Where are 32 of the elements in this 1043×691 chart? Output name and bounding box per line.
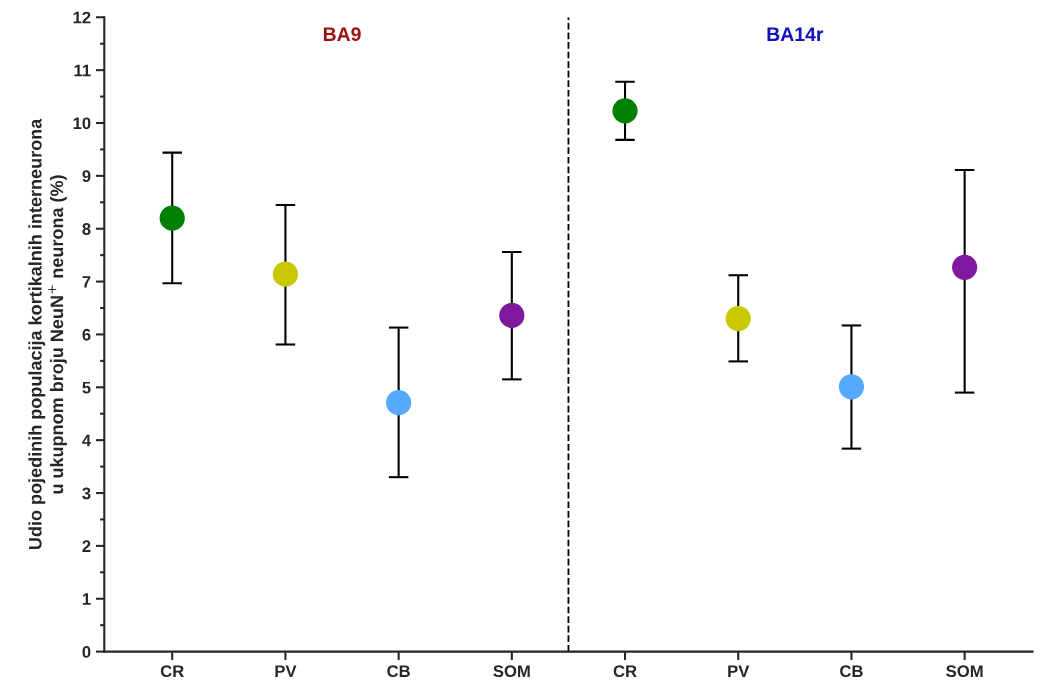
x-tick-label: CR bbox=[613, 665, 637, 678]
annotation: BA14r bbox=[767, 27, 824, 41]
x-tick-label: SOM bbox=[946, 665, 983, 678]
y-tick-label: 11 bbox=[74, 64, 91, 77]
x-tick-label: CB bbox=[387, 665, 410, 678]
point bbox=[272, 261, 299, 287]
x-tick-label: PV bbox=[728, 665, 750, 677]
y-tick-label: 10 bbox=[73, 117, 91, 130]
point bbox=[499, 302, 525, 329]
y-tick-label: 2 bbox=[82, 540, 91, 552]
y-tick-label: 1 bbox=[82, 593, 91, 605]
y-tick-label: 7 bbox=[82, 276, 91, 288]
x-tick-label: CR bbox=[160, 665, 184, 678]
x-tick-label: PV bbox=[275, 665, 297, 677]
point bbox=[612, 98, 638, 124]
x-tick-label: SOM bbox=[493, 665, 530, 678]
y-tick-label: 9 bbox=[82, 170, 91, 183]
point bbox=[159, 205, 185, 231]
annotation: BA9 bbox=[323, 27, 361, 42]
y-tick-label: 0 bbox=[82, 646, 91, 658]
point bbox=[952, 254, 978, 280]
y-tick-label: 12 bbox=[73, 11, 91, 24]
x-tick-label: CB bbox=[840, 665, 863, 678]
y-tick-label: 5 bbox=[82, 381, 91, 394]
y-tick-label: 4 bbox=[82, 434, 92, 447]
y-tick-label: 8 bbox=[82, 223, 91, 235]
point bbox=[838, 374, 865, 400]
point bbox=[725, 305, 751, 332]
y-axis-title: Udio pojedinih populacija kortikalnih interneurona u ukupnom broju NeuN$^{+}$ neurona (%) bbox=[28, 118, 67, 550]
y-tick-label: 6 bbox=[82, 328, 91, 341]
point bbox=[386, 390, 412, 416]
y-tick-label: 3 bbox=[82, 487, 91, 500]
